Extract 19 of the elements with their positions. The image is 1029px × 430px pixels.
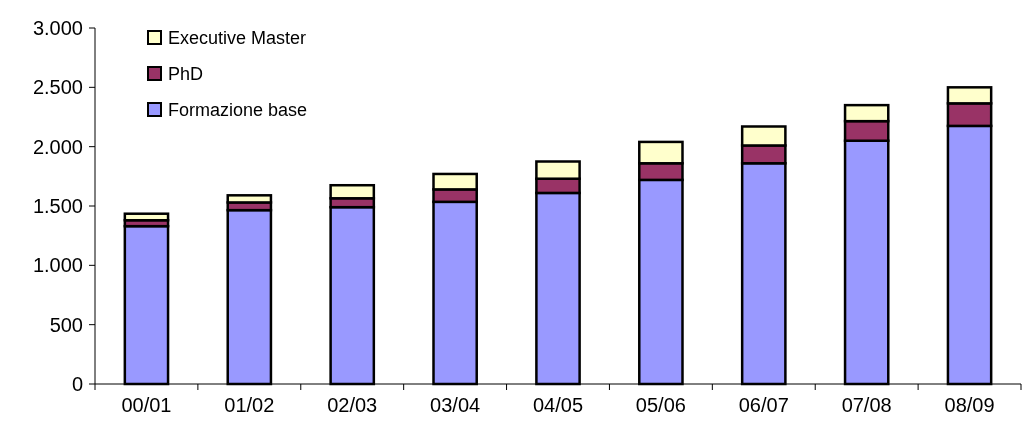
x-tick-label: 08/09 bbox=[944, 394, 995, 416]
y-tick-label: 500 bbox=[49, 313, 83, 336]
legend-label: PhD bbox=[168, 64, 204, 85]
x-tick-label: 01/02 bbox=[224, 394, 275, 416]
y-tick-label: 2.000 bbox=[32, 135, 83, 158]
x-tick-label: 02/03 bbox=[327, 394, 378, 416]
y-tick-label: 1.000 bbox=[32, 254, 83, 277]
y-tick-label: 3.000 bbox=[32, 17, 83, 39]
y-tick-label: 0 bbox=[71, 373, 83, 395]
y-tick-label: 1.500 bbox=[32, 195, 83, 217]
legend-label: Executive Master bbox=[168, 28, 307, 49]
x-tick-label: 05/06 bbox=[635, 394, 686, 416]
x-tick-label: 06/07 bbox=[738, 394, 789, 416]
y-tick-label: 2.500 bbox=[32, 76, 83, 99]
x-tick-label: 07/08 bbox=[841, 394, 892, 416]
legend-label: Formazione base bbox=[168, 100, 308, 121]
x-tick-label: 03/04 bbox=[430, 394, 481, 416]
x-tick-label: 04/05 bbox=[532, 394, 584, 416]
x-tick-label: 00/01 bbox=[121, 394, 172, 416]
